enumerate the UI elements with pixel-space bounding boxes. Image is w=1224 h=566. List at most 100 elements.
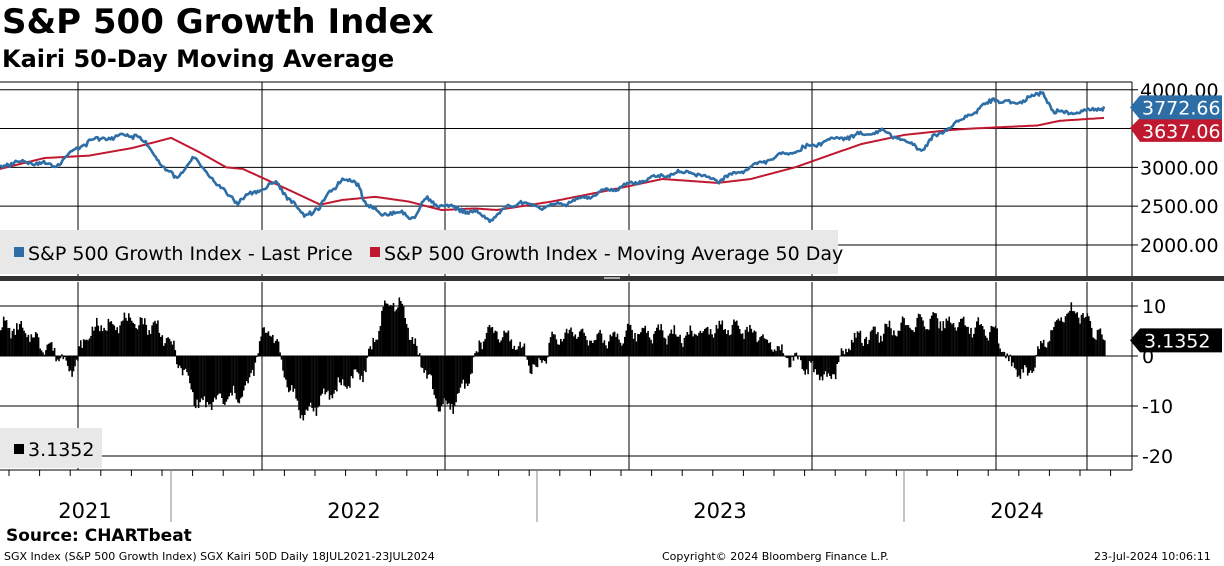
kairi-bar xyxy=(666,344,668,356)
kairi-bar xyxy=(1000,352,1003,356)
kairi-bar xyxy=(141,318,143,356)
kairi-bar xyxy=(619,342,622,356)
kairi-bar xyxy=(1050,330,1052,356)
kairi-bar xyxy=(443,356,446,399)
kairi-bar xyxy=(104,330,107,356)
kairi-bar xyxy=(276,339,278,356)
kairi-bar xyxy=(213,356,216,398)
kairi-bar xyxy=(717,328,719,356)
kairi-bar xyxy=(112,324,114,356)
kairi-bar xyxy=(696,335,699,356)
kairi-bar xyxy=(497,339,500,356)
kairi-tick-label: 10 xyxy=(1142,296,1166,318)
kairi-bar xyxy=(494,330,497,356)
kairi-bar xyxy=(53,348,56,356)
x-axis: 2021 2022 2023 2024 xyxy=(0,469,1132,523)
kairi-bar xyxy=(565,328,568,356)
kairi-bar xyxy=(80,340,82,356)
kairi-bar xyxy=(1070,302,1073,356)
kairi-bar xyxy=(597,332,600,356)
kairi-bar xyxy=(693,333,696,356)
kairi-bar xyxy=(321,356,324,394)
kairi-bar xyxy=(23,330,25,356)
kairi-bar xyxy=(193,356,196,406)
kairi-bar xyxy=(837,356,840,363)
kairi-bar xyxy=(1022,356,1025,373)
kairi-bar xyxy=(228,356,230,397)
kairi-bar xyxy=(392,303,395,356)
kairi-bar xyxy=(1067,312,1070,356)
kairi-bar xyxy=(439,356,441,412)
kairi-bar xyxy=(1053,327,1055,356)
kairi-bar xyxy=(986,337,988,356)
kairi-bar xyxy=(993,327,996,356)
kairi-bar xyxy=(37,337,40,356)
kairi-bar xyxy=(663,337,665,356)
kairi-bar xyxy=(578,331,581,356)
kairi-bar xyxy=(59,356,62,359)
kairi-bar xyxy=(344,356,347,387)
kairi-bar xyxy=(336,356,338,392)
kairi-bar xyxy=(468,356,470,384)
kairi-bar xyxy=(600,333,603,356)
ma50-line xyxy=(0,116,1105,212)
kairi-bar xyxy=(317,356,319,408)
kairi-bar xyxy=(824,356,827,372)
footer-timestamp: 23-Jul-2024 10:06:11 xyxy=(1094,550,1211,563)
kairi-bar xyxy=(720,324,722,356)
kairi-bar xyxy=(567,333,569,356)
kairi-bar xyxy=(722,330,725,356)
kairi-bar xyxy=(65,356,68,361)
kairi-bar xyxy=(749,325,751,356)
kairi-bar xyxy=(869,331,872,356)
kairi-bar xyxy=(978,325,981,356)
kairi-bar xyxy=(712,337,715,356)
kairi-bar xyxy=(235,356,238,400)
kairi-bar xyxy=(337,356,340,378)
kairi-bar xyxy=(304,356,306,415)
kairi-bar xyxy=(298,356,300,411)
kairi-bar xyxy=(923,326,926,356)
kairi-bar xyxy=(561,341,564,356)
kairi-bar xyxy=(413,343,415,356)
kairi-bar xyxy=(596,334,598,356)
kairi-bar xyxy=(360,356,363,376)
kairi-bar xyxy=(250,356,252,374)
kairi-bar xyxy=(955,330,958,356)
kairi-bar xyxy=(701,333,703,356)
kairi-bar xyxy=(776,346,779,356)
kairi-bar xyxy=(401,303,404,356)
kairi-bar xyxy=(541,356,543,363)
kairi-bar xyxy=(770,349,773,356)
kairi-bar xyxy=(744,329,747,356)
kairi-bar xyxy=(151,325,153,356)
kairi-bar xyxy=(130,320,133,356)
kairi-bar xyxy=(5,320,8,356)
kairi-bar xyxy=(261,327,264,356)
kairi-bar xyxy=(704,328,706,356)
kairi-bar xyxy=(589,340,591,356)
kairi-bar xyxy=(626,323,629,356)
kairi-bar xyxy=(1057,318,1060,356)
kairi-legend-swatch xyxy=(14,444,24,454)
kairi-bar xyxy=(325,356,328,393)
kairi-bar xyxy=(434,356,437,399)
kairi-bar xyxy=(391,306,393,356)
kairi-bar xyxy=(87,340,89,356)
kairi-bar xyxy=(564,332,566,356)
kairi-bar xyxy=(296,356,299,401)
kairi-bar xyxy=(849,350,852,356)
kairi-bar xyxy=(896,336,898,356)
kairi-bar xyxy=(1035,354,1038,356)
kairi-bar xyxy=(574,334,577,356)
kairi-bar xyxy=(974,327,977,356)
kairi-bar xyxy=(426,356,428,379)
kairi-bar xyxy=(864,338,866,356)
kairi-bar xyxy=(862,345,865,356)
kairi-bar xyxy=(347,356,350,387)
kairi-bar xyxy=(1098,329,1100,356)
kairi-bar xyxy=(510,339,513,356)
kairi-bar xyxy=(433,356,436,395)
kairi-bar xyxy=(775,351,777,356)
kairi-bar xyxy=(382,306,385,356)
